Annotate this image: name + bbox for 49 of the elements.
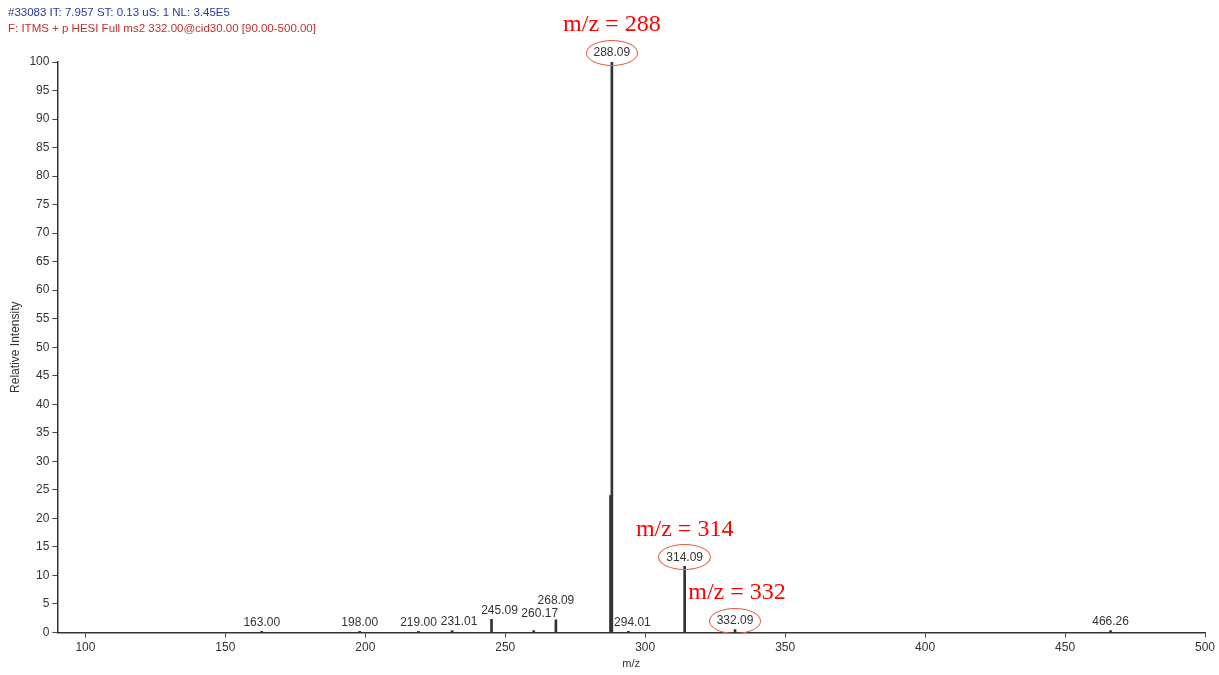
annotation: 260.17	[521, 606, 559, 620]
x-axis-title: m/z	[622, 657, 641, 670]
annotation: 231.01	[440, 614, 478, 628]
y-tick-label: 65	[36, 253, 50, 268]
y-tick-label: 0	[42, 624, 50, 639]
y-tick-label: 20	[36, 510, 50, 525]
y-tick-label: 25	[36, 482, 50, 497]
y-tick-label: 100	[29, 54, 50, 69]
annotation: 268.09	[537, 593, 575, 608]
y-tick-label: 15	[36, 539, 50, 554]
y-tick-label: 80	[36, 168, 50, 183]
y-tick-label: 70	[36, 225, 50, 240]
x-tick-label: 500	[1194, 639, 1216, 654]
y-tick-label: 75	[36, 196, 50, 211]
y-tick-label: 60	[36, 282, 50, 297]
annotation: 219.00	[400, 614, 438, 629]
y-tick-label: 40	[36, 396, 50, 411]
chart-title: #33083 IT: 7.957 ST: 0.13 uS: 1 NL: 3.45E5	[8, 6, 230, 18]
y-tick-label: 50	[36, 339, 50, 354]
annotation: 245.09	[481, 602, 519, 617]
annotation: 314.09	[666, 549, 704, 564]
x-tick-label: 200	[355, 639, 376, 654]
x-tick-label: 450	[1055, 639, 1076, 654]
annotation: 332.09	[716, 612, 754, 627]
y-tick-label: 45	[36, 368, 50, 383]
y-tick-label: 95	[36, 82, 50, 97]
annotation: 288.09	[593, 45, 631, 60]
y-tick-label: 5	[42, 596, 50, 611]
y-tick-label: 90	[36, 111, 50, 126]
x-tick-label: 150	[215, 639, 236, 654]
annotation: m/z = 314	[635, 514, 734, 541]
y-tick-label: 10	[36, 567, 50, 582]
x-tick-label: 100	[75, 639, 96, 654]
annotation: m/z = 288	[563, 10, 661, 37]
chart-subtitle: F: ITMS + p HESI Full ms2 332.00@cid30.00 [90.00-500.00]	[8, 22, 316, 34]
y-tick-label: 85	[36, 139, 50, 154]
annotation: 466.26	[1092, 614, 1130, 628]
annotation: m/z = 332	[688, 577, 786, 604]
y-tick-label: 35	[36, 425, 50, 440]
x-tick-label: 300	[635, 639, 656, 654]
x-tick-label: 400	[915, 639, 936, 654]
y-tick-label: 55	[36, 310, 50, 325]
y-axis-title: Relative Intensity	[7, 301, 22, 393]
annotation: 163.00	[243, 614, 281, 629]
annotation: 294.01	[614, 614, 652, 629]
y-tick-label: 30	[36, 453, 50, 468]
annotation: 198.00	[341, 614, 379, 629]
x-tick-label: 350	[775, 639, 796, 654]
x-tick-label: 250	[495, 639, 516, 654]
